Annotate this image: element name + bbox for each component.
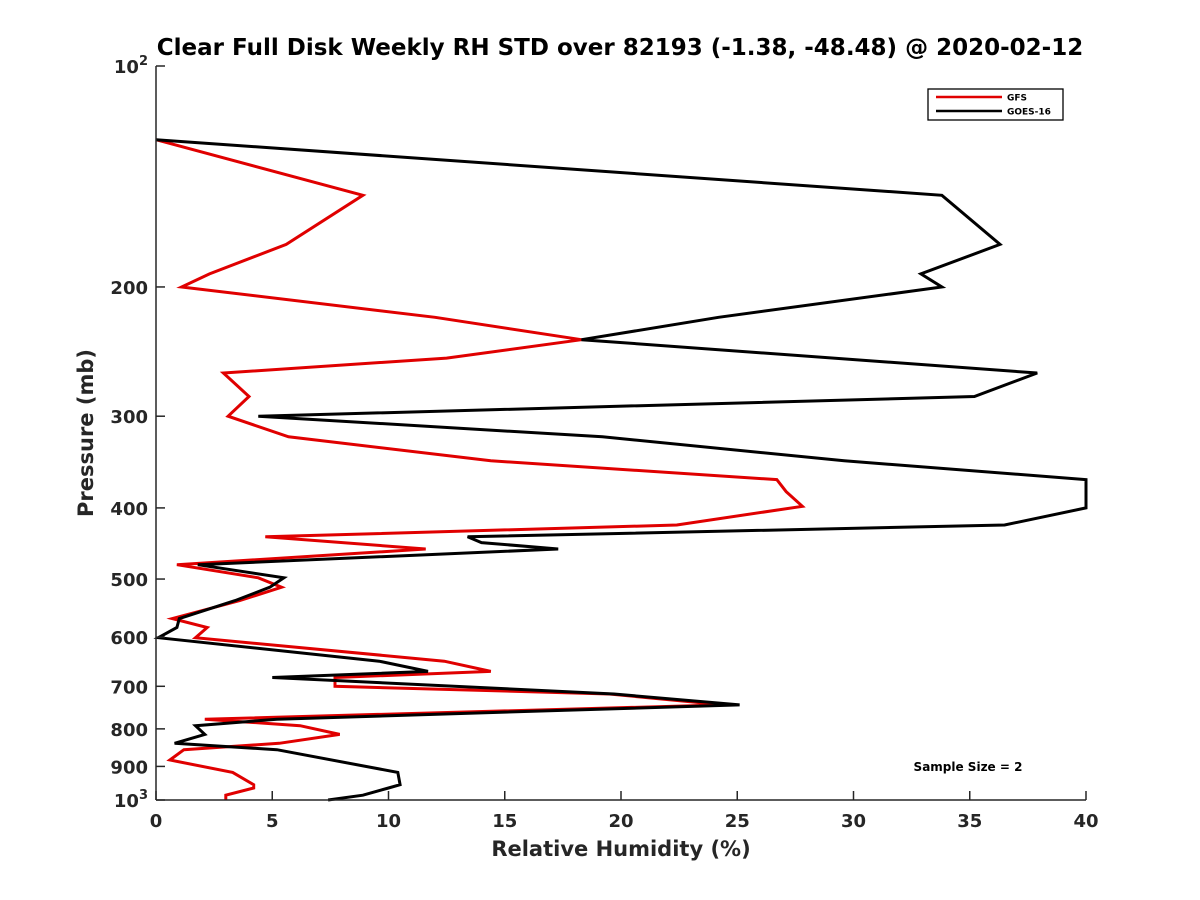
series-line-goes-16	[153, 138, 1088, 802]
sample-size-annotation: Sample Size = 2	[914, 760, 1023, 774]
x-tick-label: 25	[725, 811, 750, 832]
chart-title: Clear Full Disk Weekly RH STD over 82193…	[157, 35, 1083, 61]
legend: GFS GOES-16	[927, 88, 1064, 121]
y-tick-label: 500	[110, 570, 148, 591]
x-tick-label: 35	[957, 811, 982, 832]
y-axis-label: Pressure (mb)	[74, 349, 98, 517]
legend-label-goes-16: GOES-16	[1007, 108, 1051, 118]
axes-layer: 0 5 10 15 20 25 30 35 40 102 200 300 400 500 600 700 800…	[110, 54, 1098, 832]
y-tick-label: 400	[110, 499, 148, 520]
x-tick-label: 30	[841, 811, 866, 832]
y-tick-label: 800	[110, 720, 148, 741]
x-tick-label: 5	[266, 811, 279, 832]
y-tick-label: 300	[110, 407, 148, 428]
y-tick-label: 103	[114, 788, 148, 812]
x-tick-label: 20	[608, 811, 633, 832]
series-line-gfs	[155, 138, 806, 800]
y-tick-label: 102	[114, 54, 148, 78]
x-tick-label: 40	[1073, 811, 1098, 832]
y-tick-label: 200	[110, 278, 148, 299]
legend-label-gfs: GFS	[1007, 94, 1027, 104]
x-tick-label: 10	[376, 811, 401, 832]
y-tick-label: 900	[110, 757, 148, 778]
series-layer	[153, 138, 1088, 802]
y-tick-label: 700	[110, 677, 148, 698]
x-tick-label: 15	[492, 811, 517, 832]
x-axis-label: Relative Humidity (%)	[491, 837, 750, 861]
legend-box	[927, 88, 1064, 121]
x-tick-label: 0	[150, 811, 163, 832]
y-tick-label: 600	[110, 628, 148, 649]
